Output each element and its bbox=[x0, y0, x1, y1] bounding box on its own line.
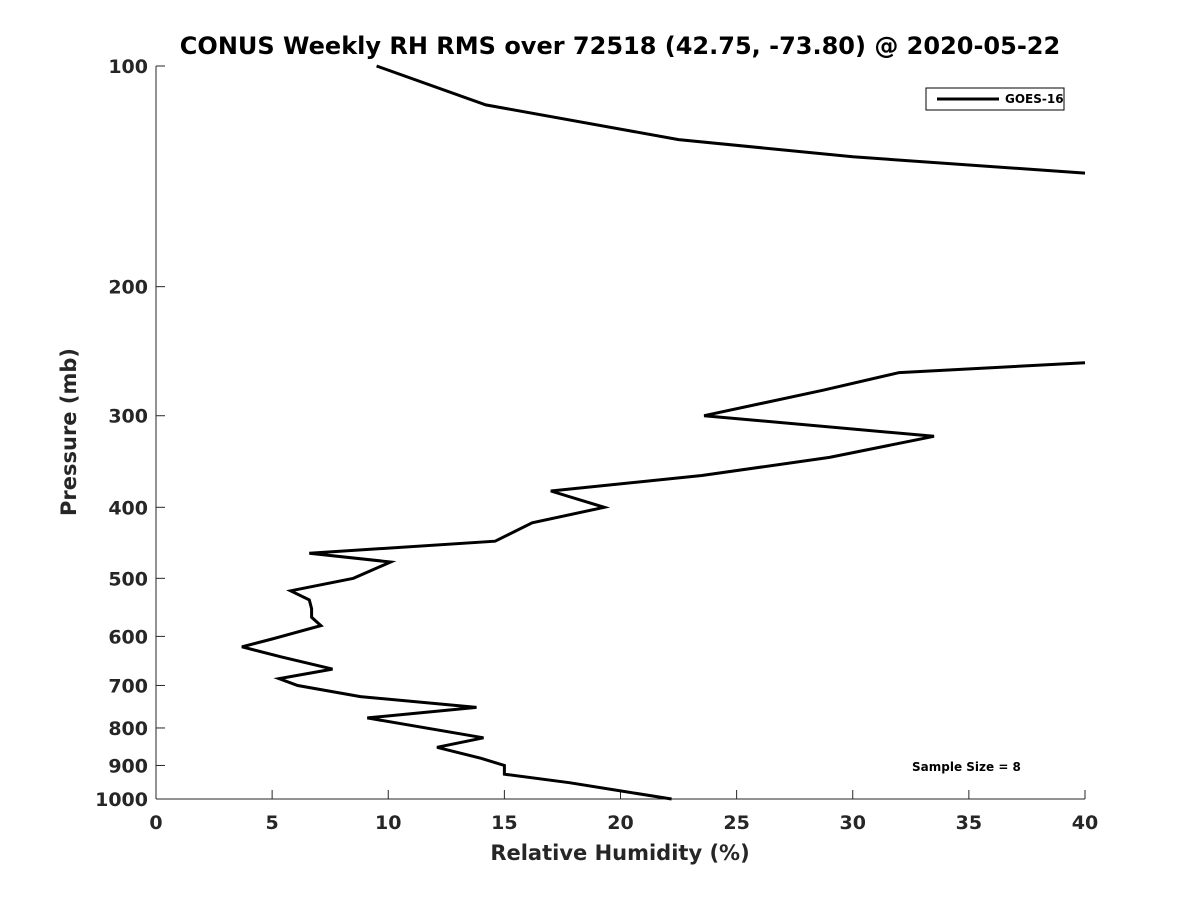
x-tick-label: 10 bbox=[375, 812, 401, 834]
chart-title: CONUS Weekly RH RMS over 72518 (42.75, -… bbox=[180, 32, 1060, 60]
legend: GOES-16 bbox=[925, 87, 1065, 111]
series-line-0 bbox=[241, 361, 1086, 801]
y-tick-label: 800 bbox=[108, 718, 148, 740]
x-tick-label: 0 bbox=[149, 812, 162, 834]
x-tick-label: 15 bbox=[491, 812, 517, 834]
plot-area: 0 5 10 15 20 25 30 35 40 100 200 300 400 500 600 700 800… bbox=[95, 56, 1098, 834]
x-tick-label: 5 bbox=[266, 812, 279, 834]
y-tick-label: 600 bbox=[108, 626, 148, 648]
y-tick-label: 700 bbox=[108, 675, 148, 697]
y-tick-label: 100 bbox=[108, 56, 148, 78]
y-tick-label: 300 bbox=[108, 406, 148, 428]
y-tick-label: 500 bbox=[108, 568, 148, 590]
legend-entry-label: GOES-16 bbox=[1005, 92, 1064, 106]
y-tick-label: 1000 bbox=[95, 789, 148, 811]
x-tick-label: 25 bbox=[723, 812, 749, 834]
x-axis-label: Relative Humidity (%) bbox=[490, 841, 749, 865]
y-tick-label: 900 bbox=[108, 755, 148, 777]
x-tick-label: 30 bbox=[840, 812, 866, 834]
x-tick-label: 20 bbox=[607, 812, 633, 834]
x-tick-label: 40 bbox=[1072, 812, 1098, 834]
series-line-upper-0 bbox=[376, 64, 1086, 175]
y-tick-label: 400 bbox=[108, 497, 148, 519]
y-tick-label: 200 bbox=[108, 277, 148, 299]
x-tick-label: 35 bbox=[956, 812, 982, 834]
sample-size-annotation: Sample Size = 8 bbox=[912, 760, 1021, 774]
y-axis-label: Pressure (mb) bbox=[57, 348, 81, 516]
